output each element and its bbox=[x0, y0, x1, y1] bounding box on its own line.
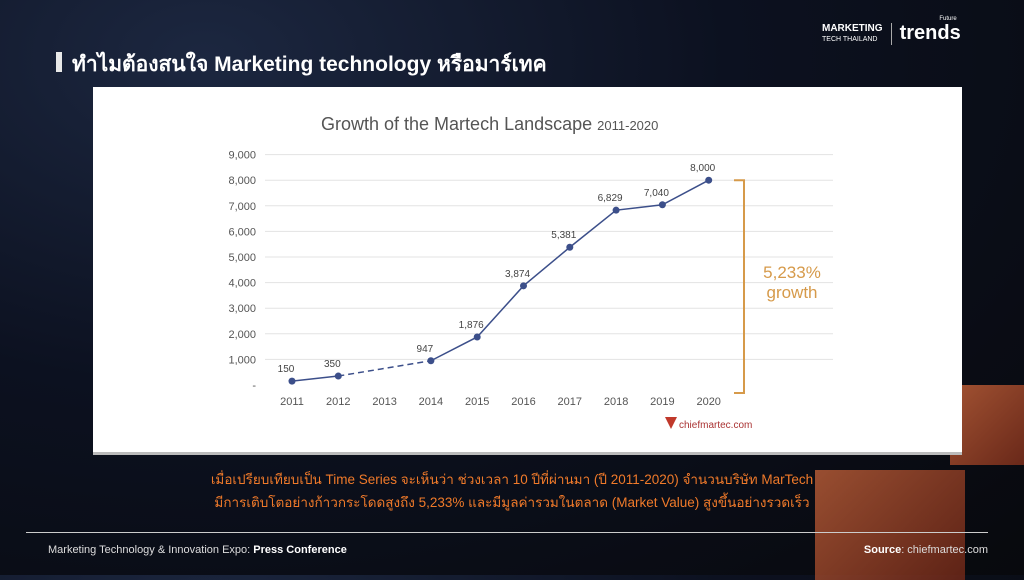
y-tick-label: 1,000 bbox=[228, 354, 256, 366]
y-tick-label: - bbox=[252, 380, 256, 392]
x-tick-label: 2014 bbox=[419, 396, 443, 408]
source-text: : chiefmartec.com bbox=[901, 544, 988, 556]
y-tick-label: 6,000 bbox=[228, 226, 256, 238]
data-point bbox=[473, 333, 481, 341]
series-line-segment bbox=[291, 375, 339, 382]
growth-percent: 5,233% bbox=[763, 263, 821, 282]
x-tick-label: 2013 bbox=[372, 396, 396, 408]
footer-text: Marketing Technology & Innovation Expo: bbox=[48, 544, 254, 556]
logo: MARKETING TECH THAILAND Future trends bbox=[822, 16, 961, 45]
decorative-cube bbox=[950, 385, 1024, 465]
page-title: ทำไมต้องสนใจ Marketing technology หรือมา… bbox=[72, 53, 547, 76]
data-label: 3,874 bbox=[505, 269, 530, 280]
source-logo-text: chiefmartec.com bbox=[679, 420, 752, 431]
footer-divider bbox=[26, 532, 988, 533]
data-point bbox=[658, 201, 666, 209]
series-line-dashed bbox=[338, 360, 432, 377]
chart-panel: Growth of the Martech Landscape 2011-202… bbox=[93, 87, 962, 452]
logo-subtext: TECH THAILAND bbox=[822, 35, 878, 43]
logo-future: Future bbox=[939, 16, 957, 22]
x-tick-label: 2019 bbox=[650, 396, 674, 408]
x-tick-label: 2011 bbox=[280, 396, 304, 408]
data-point bbox=[334, 372, 342, 380]
data-point bbox=[566, 243, 574, 251]
y-tick-label: 2,000 bbox=[228, 329, 256, 341]
caption-line: เมื่อเปรียบเทียบเป็น Time Series จะเห็นว… bbox=[210, 472, 814, 487]
logo-trends: trends bbox=[899, 22, 961, 44]
x-tick-label: 2015 bbox=[465, 396, 489, 408]
y-tick-label: 7,000 bbox=[228, 201, 256, 213]
y-tick-label: 5,000 bbox=[228, 252, 256, 264]
data-point bbox=[612, 206, 620, 214]
data-point bbox=[705, 176, 713, 184]
data-point bbox=[427, 357, 435, 365]
y-tick-label: 4,000 bbox=[228, 278, 256, 290]
growth-bracket bbox=[734, 179, 745, 394]
title-accent-bar bbox=[56, 52, 62, 72]
source-label: Source bbox=[863, 544, 902, 556]
data-label: 350 bbox=[324, 359, 341, 370]
decorative-cube bbox=[815, 470, 965, 580]
caption: เมื่อเปรียบเทียบเป็น Time Series จะเห็นว… bbox=[0, 468, 1024, 514]
y-tick-label: 9,000 bbox=[228, 150, 256, 162]
growth-word: growth bbox=[766, 283, 817, 302]
data-label: 5,381 bbox=[551, 230, 576, 241]
logo-text: MARKETING bbox=[822, 22, 883, 34]
y-tick-label: 8,000 bbox=[228, 175, 256, 187]
data-label: 7,040 bbox=[644, 188, 669, 199]
data-label: 8,000 bbox=[690, 163, 715, 174]
data-point bbox=[288, 377, 296, 385]
chart-subtitle: 2011-2020 bbox=[597, 118, 658, 133]
x-tick-label: 2020 bbox=[696, 396, 720, 408]
logo-divider bbox=[890, 22, 892, 45]
chiefmartec-logo-icon bbox=[665, 417, 677, 429]
x-tick-label: 2018 bbox=[604, 396, 628, 408]
chart-title: Growth of the Martech Landscape 2011-202… bbox=[321, 114, 658, 134]
data-point bbox=[520, 282, 527, 290]
x-tick-label: 2016 bbox=[511, 396, 535, 408]
data-label: 947 bbox=[417, 344, 434, 355]
line-chart: Growth of the Martech Landscape 2011-202… bbox=[228, 114, 833, 431]
caption-line: มีการเติบโตอย่างก้าวกระโดดสูงถึง 5,233% … bbox=[214, 495, 810, 510]
x-tick-label: 2012 bbox=[326, 396, 350, 408]
x-tick-label: 2017 bbox=[558, 396, 582, 408]
data-label: 1,876 bbox=[459, 320, 484, 331]
data-label: 150 bbox=[278, 364, 295, 375]
footer-source: Source: chiefmartec.com bbox=[864, 544, 988, 556]
y-tick-label: 3,000 bbox=[228, 303, 256, 315]
footer-left: Marketing Technology & Innovation Expo: … bbox=[48, 544, 347, 556]
footer-bold: Press Conference bbox=[253, 544, 347, 556]
data-label: 6,829 bbox=[598, 193, 623, 204]
